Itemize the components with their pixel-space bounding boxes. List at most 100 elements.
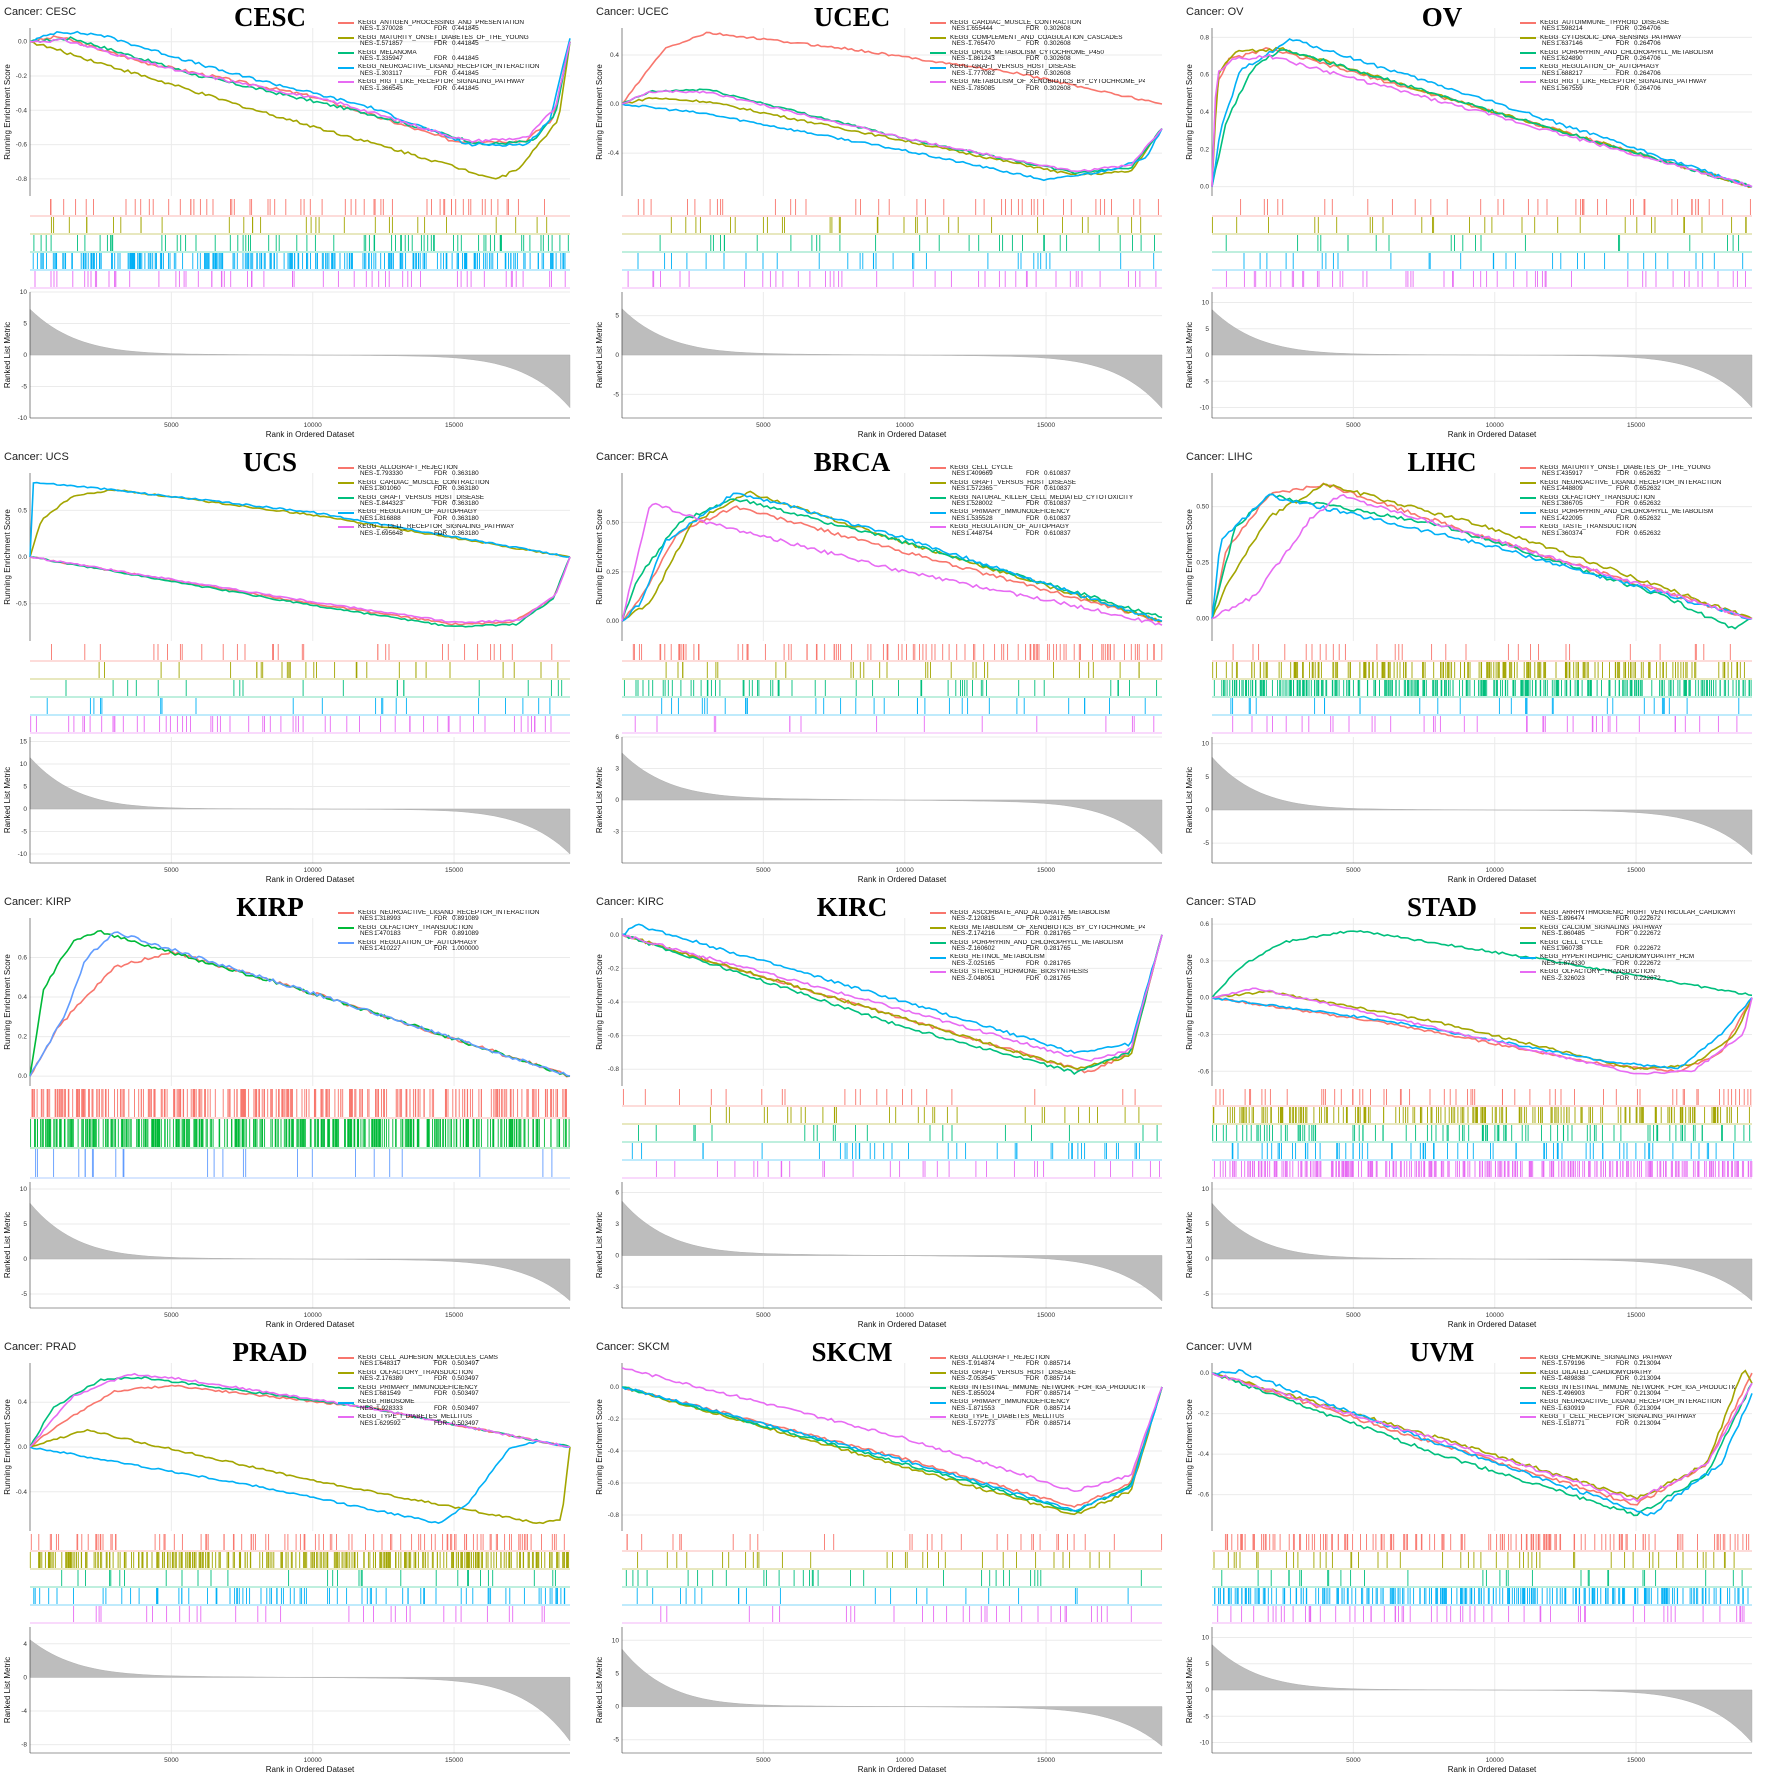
nes-label: NES — [952, 71, 966, 77]
legend-swatch — [338, 1402, 354, 1404]
fdr-label: FDR — [434, 946, 452, 952]
fdr-label: FDR — [1026, 501, 1044, 507]
fdr-label: FDR — [434, 916, 452, 922]
es-tick-label: 0.0 — [18, 1444, 27, 1451]
x-tick-label: 5000 — [756, 867, 771, 874]
legend-swatch — [338, 1372, 354, 1374]
rank-axis-title: Ranked List Metric — [1185, 1212, 1194, 1278]
hit-ticks — [1214, 680, 1751, 696]
hit-ticks — [74, 1606, 545, 1622]
legend-entry: KEGG_MATURITY_ONSET_DIABETES_OF_THE_YOUN… — [1520, 465, 1735, 478]
nes-value: 1.567559 — [1556, 86, 1616, 92]
nes-value: -1.785085 — [966, 86, 1026, 92]
fdr-label: FDR — [1616, 916, 1634, 922]
hit-ticks — [628, 271, 1156, 287]
hit-ticks — [1233, 716, 1737, 732]
rank-tick-label: -3 — [613, 1284, 619, 1291]
nes-label: NES — [360, 501, 374, 507]
es-curve — [30, 557, 570, 623]
fdr-value: 0.652632 — [1634, 516, 1661, 522]
es-tick-label: -0.4 — [16, 107, 28, 114]
cancer-label: Cancer: KIRC — [596, 896, 664, 908]
legend-swatch — [338, 512, 354, 514]
nes-label: NES — [952, 516, 966, 522]
es-tick-label: -0.6 — [16, 142, 28, 149]
panel-title: KIRC — [752, 892, 952, 923]
nes-value: 1.386705 — [1556, 501, 1616, 507]
legend-swatch — [338, 67, 354, 69]
nes-value: 1.960738 — [1556, 946, 1616, 952]
nes-value: 1.801060 — [374, 486, 434, 492]
hit-ticks — [34, 1588, 565, 1604]
nes-label: NES — [360, 86, 374, 92]
nes-label: NES — [360, 931, 374, 937]
nes-label: NES — [360, 1391, 374, 1397]
x-axis-title: Rank in Ordered Dataset — [266, 430, 355, 439]
nes-label: NES — [360, 516, 374, 522]
legend-swatch — [930, 497, 946, 499]
es-axis-title: Running Enrichment Score — [3, 509, 12, 605]
fdr-label: FDR — [1616, 86, 1634, 92]
legend-swatch — [1520, 22, 1536, 24]
fdr-value: 0.441845 — [452, 86, 479, 92]
nes-label: NES — [360, 486, 374, 492]
legend-entry: KEGG_MATURITY_ONSET_DIABETES_OF_THE_YOUN… — [338, 35, 553, 48]
es-tick-label: 0.4 — [18, 994, 27, 1001]
nes-label: NES — [1542, 86, 1556, 92]
nes-label: NES — [952, 86, 966, 92]
x-tick-label: 10000 — [304, 422, 322, 429]
es-tick-label: -0.3 — [1198, 1031, 1210, 1038]
rank-axis-title: Ranked List Metric — [1185, 767, 1194, 833]
legend-swatch — [1520, 497, 1536, 499]
nes-label: NES — [360, 56, 374, 62]
hit-ticks — [1213, 1107, 1749, 1123]
cancer-label: Cancer: UCS — [4, 451, 69, 463]
es-tick-label: -0.8 — [16, 176, 28, 183]
legend-swatch — [1520, 927, 1536, 929]
fdr-label: FDR — [434, 1361, 452, 1367]
x-tick-label: 5000 — [164, 422, 179, 429]
legend-swatch — [930, 912, 946, 914]
nes-value: 1.688217 — [1556, 71, 1616, 77]
hit-ticks — [633, 644, 1162, 660]
panel-title: OV — [1342, 2, 1542, 33]
es-curve — [30, 557, 570, 627]
es-tick-label: 0.50 — [1196, 504, 1209, 511]
x-axis-title: Rank in Ordered Dataset — [858, 430, 947, 439]
es-curve — [30, 1441, 570, 1523]
legend-swatch — [338, 81, 354, 83]
cancer-label: Cancer: KIRP — [4, 896, 71, 908]
es-curve — [30, 951, 570, 1076]
x-tick-label: 10000 — [896, 867, 914, 874]
es-axis-title: Running Enrichment Score — [1185, 64, 1194, 160]
fdr-label: FDR — [434, 531, 452, 537]
es-tick-label: 0.00 — [1196, 616, 1209, 623]
nes-value: 1.535528 — [966, 516, 1026, 522]
fdr-label: FDR — [434, 1406, 452, 1412]
rank-tick-label: 5 — [23, 1221, 27, 1228]
legend-swatch — [338, 927, 354, 929]
rank-tick-label: 10 — [1202, 300, 1210, 307]
x-tick-label: 5000 — [164, 1312, 179, 1319]
fdr-value: 0.503497 — [452, 1376, 479, 1382]
nes-label: NES — [952, 56, 966, 62]
ranked-metric-area — [30, 758, 570, 855]
fdr-value: 0.610837 — [1044, 501, 1071, 507]
hit-ticks — [623, 1089, 1135, 1105]
es-tick-label: -0.8 — [608, 1066, 620, 1073]
x-axis-title: Rank in Ordered Dataset — [266, 1320, 355, 1329]
es-tick-label: 0.6 — [1200, 72, 1209, 79]
legend-swatch — [1520, 52, 1536, 54]
hit-ticks — [662, 698, 1145, 714]
rank-axis-title: Ranked List Metric — [1185, 322, 1194, 388]
fdr-label: FDR — [1026, 86, 1044, 92]
es-curve — [30, 1430, 570, 1524]
ranked-metric-area — [1212, 757, 1752, 855]
nes-value: -1.335947 — [374, 56, 434, 62]
hit-ticks — [660, 235, 1154, 251]
